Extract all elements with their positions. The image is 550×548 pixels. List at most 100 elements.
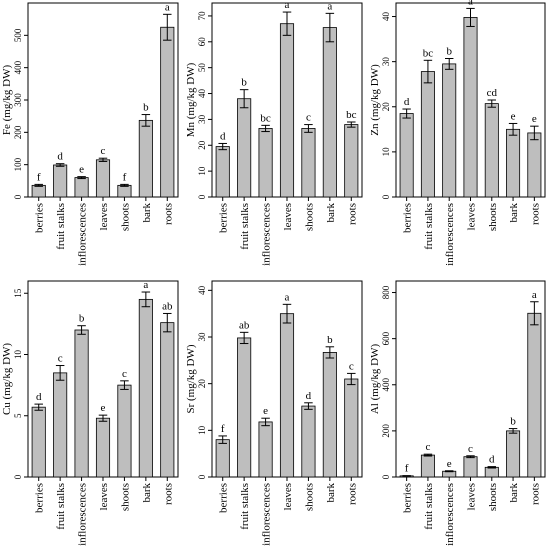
y-tick-label: 0 bbox=[197, 474, 207, 479]
significance-letter: f bbox=[37, 171, 41, 183]
significance-letter: b bbox=[143, 102, 149, 114]
significance-letter: e bbox=[532, 113, 537, 125]
y-tick-label: 70 bbox=[197, 11, 207, 21]
significance-letter: d bbox=[57, 151, 63, 163]
x-tick-label: fruit stalks bbox=[423, 203, 435, 250]
y-tick-label: 15 bbox=[13, 288, 23, 298]
bar-fruit-stalks bbox=[420, 454, 435, 478]
y-tick-label: 60 bbox=[197, 37, 207, 47]
significance-letter: d bbox=[306, 390, 312, 402]
bar-bark bbox=[138, 119, 153, 198]
bar-inflorescences bbox=[442, 63, 457, 198]
y-axis-title: Mn (mg/kg DW) bbox=[185, 62, 197, 137]
significance-letter: f bbox=[123, 171, 127, 183]
bar-bark bbox=[322, 27, 337, 198]
significance-letter: bc bbox=[346, 109, 357, 121]
y-tick-label: 30 bbox=[197, 114, 207, 124]
bar-bark bbox=[322, 351, 337, 478]
bar-bark bbox=[506, 430, 521, 478]
x-tick-label: fruit stalks bbox=[423, 483, 435, 530]
bar-fruit-stalks bbox=[53, 372, 68, 478]
bar-shoots bbox=[484, 103, 499, 198]
x-tick-label: roots bbox=[162, 483, 174, 505]
y-tick-label: 0 bbox=[13, 474, 23, 479]
x-tick-label: roots bbox=[529, 203, 541, 225]
significance-letter: e bbox=[263, 405, 268, 417]
y-tick-label: 0 bbox=[197, 194, 207, 199]
x-tick-label: bark bbox=[325, 203, 337, 223]
significance-letter: b bbox=[241, 77, 247, 89]
y-tick-label: 20 bbox=[197, 140, 207, 150]
significance-letter: a bbox=[468, 0, 473, 7]
significance-letter: c bbox=[468, 443, 473, 455]
bar-leaves bbox=[279, 23, 295, 198]
x-tick-label: inflorescences bbox=[77, 203, 89, 266]
bar-berries bbox=[399, 113, 414, 198]
bar-inflorescences bbox=[258, 128, 273, 198]
chart-panel-3: 0 10 20 30 40 Zn (mg/kg DW) d berries bc fruit st… bbox=[369, 0, 546, 266]
bar-roots bbox=[344, 378, 359, 478]
x-tick-label: roots bbox=[346, 483, 358, 505]
significance-letter: e bbox=[79, 164, 84, 176]
y-tick-label: 400 bbox=[381, 378, 391, 392]
x-tick-label: shoots bbox=[487, 203, 499, 231]
bar-roots bbox=[527, 312, 542, 478]
y-tick-label: 800 bbox=[381, 285, 391, 299]
x-tick-label: fruit stalks bbox=[239, 483, 251, 530]
bar-roots bbox=[160, 322, 175, 478]
x-tick-label: berries bbox=[402, 203, 414, 233]
bar-fruit-stalks bbox=[237, 98, 252, 198]
significance-letter: a bbox=[285, 0, 290, 11]
y-tick-label: 600 bbox=[381, 331, 391, 345]
bar-berries bbox=[215, 146, 230, 198]
chart-panel-6: 0 200 400 600 800 Al (mg/kg DW) f berries c fruit… bbox=[369, 280, 546, 546]
bar-berries bbox=[215, 439, 230, 478]
significance-letter: c bbox=[122, 368, 127, 380]
chart-panel-4: 0 5 10 15 Cu (mg/kg DW) d berries c fruit stalks… bbox=[1, 279, 179, 546]
bar-roots bbox=[527, 132, 542, 198]
bar-berries bbox=[31, 184, 46, 198]
bar-shoots bbox=[301, 128, 316, 198]
x-tick-label: bark bbox=[141, 203, 153, 223]
x-tick-label: shoots bbox=[119, 203, 131, 231]
x-tick-label: shoots bbox=[487, 483, 499, 511]
significance-letter: c bbox=[101, 145, 106, 157]
y-tick-label: 10 bbox=[197, 425, 207, 435]
significance-letter: c bbox=[425, 441, 430, 453]
y-tick-label: 40 bbox=[197, 285, 207, 295]
x-tick-label: roots bbox=[346, 203, 358, 225]
bar-roots bbox=[160, 26, 175, 198]
y-tick-label: 20 bbox=[381, 102, 391, 112]
significance-letter: d bbox=[36, 391, 42, 403]
y-tick-label: 5 bbox=[13, 413, 23, 418]
bar-leaves bbox=[95, 159, 111, 198]
x-tick-label: leaves bbox=[466, 483, 478, 510]
significance-letter: d bbox=[404, 96, 410, 108]
x-tick-label: fruit stalks bbox=[55, 483, 67, 530]
significance-letter: a bbox=[327, 0, 332, 12]
significance-letter: cd bbox=[487, 87, 498, 99]
x-tick-label: leaves bbox=[282, 203, 294, 230]
bar-leaves bbox=[463, 456, 478, 478]
x-tick-label: shoots bbox=[303, 203, 315, 231]
significance-letter: c bbox=[58, 353, 63, 365]
y-axis-title: Fe (mg/kg DW) bbox=[1, 65, 13, 136]
significance-letter: c bbox=[349, 360, 354, 372]
significance-letter: b bbox=[446, 45, 452, 57]
y-tick-label: 30 bbox=[381, 57, 391, 67]
y-tick-label: 10 bbox=[381, 147, 391, 157]
significance-letter: b bbox=[79, 313, 85, 325]
y-tick-label: 30 bbox=[197, 332, 207, 342]
bar-shoots bbox=[117, 184, 132, 198]
x-tick-label: bark bbox=[325, 483, 337, 503]
y-tick-label: 200 bbox=[13, 125, 23, 139]
y-axis-title: Cu (mg/kg DW) bbox=[1, 343, 13, 415]
x-tick-label: berries bbox=[34, 203, 46, 233]
y-tick-label: 40 bbox=[381, 12, 391, 22]
bar-leaves bbox=[95, 417, 111, 478]
y-tick-label: 0 bbox=[13, 194, 23, 199]
x-tick-label: inflorescences bbox=[261, 483, 273, 546]
bar-shoots bbox=[117, 384, 132, 478]
y-tick-label: 40 bbox=[197, 89, 207, 99]
